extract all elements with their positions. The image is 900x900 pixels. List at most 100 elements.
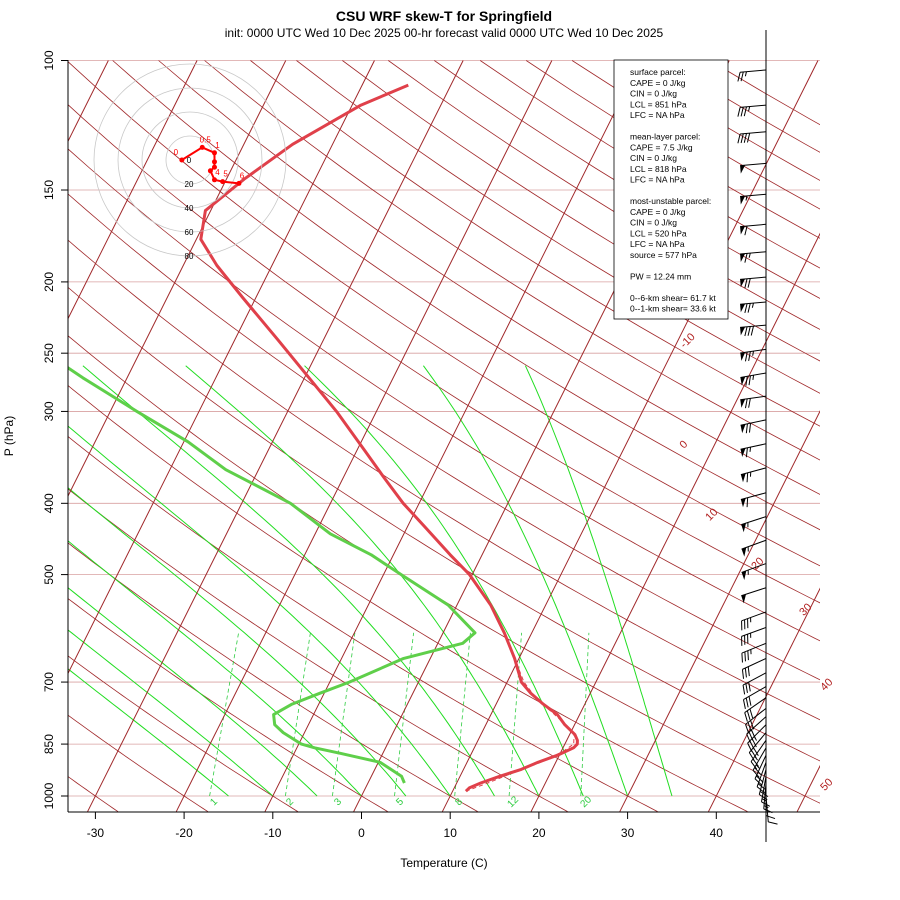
- barb-flag: [747, 326, 751, 336]
- isotherm-line: [68, 60, 287, 498]
- x-tick-label: -10: [264, 826, 282, 840]
- barb-flag: [740, 107, 744, 117]
- barb-flag: [744, 651, 746, 662]
- barb-shaft: [763, 782, 767, 809]
- barb-flag: [744, 253, 748, 263]
- barb-flag: [744, 225, 748, 236]
- dry-adiabat-line: [204, 60, 820, 461]
- barb-flag: [746, 472, 749, 483]
- barb-half-flag: [752, 350, 755, 356]
- barb-flag: [743, 133, 747, 143]
- wind-barb: [741, 642, 767, 663]
- moist-adiabat-line: [185, 365, 540, 797]
- x-tick-label: 30: [621, 826, 635, 840]
- moist-adiabat-line: [68, 629, 274, 797]
- dry-adiabat-line: [68, 61, 820, 567]
- hodograph-point-label: 1: [215, 141, 220, 150]
- dry-adiabat-line: [68, 104, 820, 604]
- legend-line: CAPE = 7.5 J/kg: [630, 142, 693, 152]
- barb-pennant: [740, 226, 746, 235]
- barb-shaft: [741, 539, 767, 550]
- barb-flag: [748, 681, 751, 692]
- dry-adiabat-line: [68, 542, 478, 812]
- barb-shaft: [740, 69, 767, 73]
- isotherm-line: [87, 60, 464, 812]
- barb-flag: [744, 326, 748, 337]
- barb-flag: [742, 684, 746, 695]
- barb-shaft: [742, 657, 767, 670]
- wind-barb: [741, 516, 767, 533]
- isotherm-line: [708, 587, 820, 812]
- barb-pennant: [740, 399, 746, 408]
- y-axis-label: P (hPa): [2, 416, 16, 456]
- barb-shaft: [741, 626, 767, 637]
- sounding-profiles: [68, 83, 579, 793]
- barb-shaft: [740, 131, 767, 135]
- barb-half-flag: [748, 253, 751, 258]
- dewpoint-profile: [68, 366, 477, 784]
- barb-pennant: [740, 278, 746, 288]
- hodograph-point: [211, 164, 217, 170]
- barb-flag: [746, 497, 749, 508]
- x-tick-label: 10: [444, 826, 458, 840]
- y-tick-label: 150: [42, 180, 56, 200]
- barb-flag: [757, 783, 766, 791]
- dry-adiabat-line: [68, 335, 820, 804]
- x-axis-label: Temperature (C): [400, 856, 487, 870]
- wind-barb: [740, 251, 767, 263]
- hodograph-point-label: 5: [223, 170, 228, 179]
- dry-adiabat-line: [68, 435, 658, 812]
- temperature-profile: [199, 83, 579, 793]
- moist-adiabat-line: [68, 540, 362, 797]
- y-tick-label: 100: [42, 50, 56, 70]
- barb-shaft: [740, 492, 767, 500]
- legend-line: 0--1-km shear= 33.6 kt: [630, 304, 716, 314]
- isotherm-line: [619, 410, 820, 812]
- barb-shaft: [745, 707, 767, 725]
- barb-flag: [745, 683, 748, 693]
- barb-flag: [752, 758, 759, 767]
- legend-line: source = 577 hPa: [630, 250, 697, 260]
- barb-pennant: [740, 327, 746, 336]
- legend-line: surface parcel:: [630, 67, 686, 77]
- y-tick-label: 850: [42, 734, 56, 754]
- wind-barb: [740, 348, 767, 362]
- x-tick-label: 20: [532, 826, 546, 840]
- barb-flag: [744, 398, 748, 409]
- barb-shaft: [750, 740, 767, 762]
- barb-flag: [743, 106, 747, 117]
- moist-adiabat-line: [68, 668, 229, 797]
- barb-flag: [746, 710, 751, 720]
- barb-flag: [746, 133, 751, 143]
- wind-barb: [737, 104, 767, 117]
- barb-pennant: [740, 424, 746, 434]
- barb-flag: [744, 303, 748, 314]
- legend-line: mean-layer parcel:: [630, 132, 700, 142]
- legend-line: PW = 12.24 mm: [630, 271, 691, 281]
- x-tick-label: -30: [87, 826, 105, 840]
- barb-flag: [750, 761, 758, 770]
- moist-adiabat-line: [68, 487, 407, 797]
- barb-flag: [742, 699, 746, 709]
- barb-pennant: [740, 303, 746, 313]
- dry-adiabat-line: [68, 193, 820, 681]
- y-tick-label: 250: [42, 343, 56, 363]
- hodograph-point-label: 0: [174, 148, 179, 157]
- barb-shaft: [741, 642, 767, 654]
- barb-half-flag: [745, 195, 748, 201]
- wind-barb: [740, 276, 767, 289]
- moist-adiabat-line: [422, 365, 629, 797]
- legend-line: most-unstable parcel:: [630, 196, 711, 206]
- barb-flag: [745, 697, 749, 708]
- hodograph-point-label: 6: [240, 171, 245, 180]
- barb-flag: [744, 351, 748, 362]
- moist-adiabat-line: [524, 365, 673, 797]
- wind-barb: [741, 657, 767, 679]
- hodograph-point: [199, 144, 205, 150]
- mixing-ratio-line: [454, 632, 471, 797]
- barb-flag: [763, 808, 773, 814]
- barb-flag: [744, 667, 747, 678]
- hodograph-point: [220, 179, 226, 185]
- wind-barb: [740, 395, 767, 409]
- legend-line: LCL = 818 hPa: [630, 164, 687, 174]
